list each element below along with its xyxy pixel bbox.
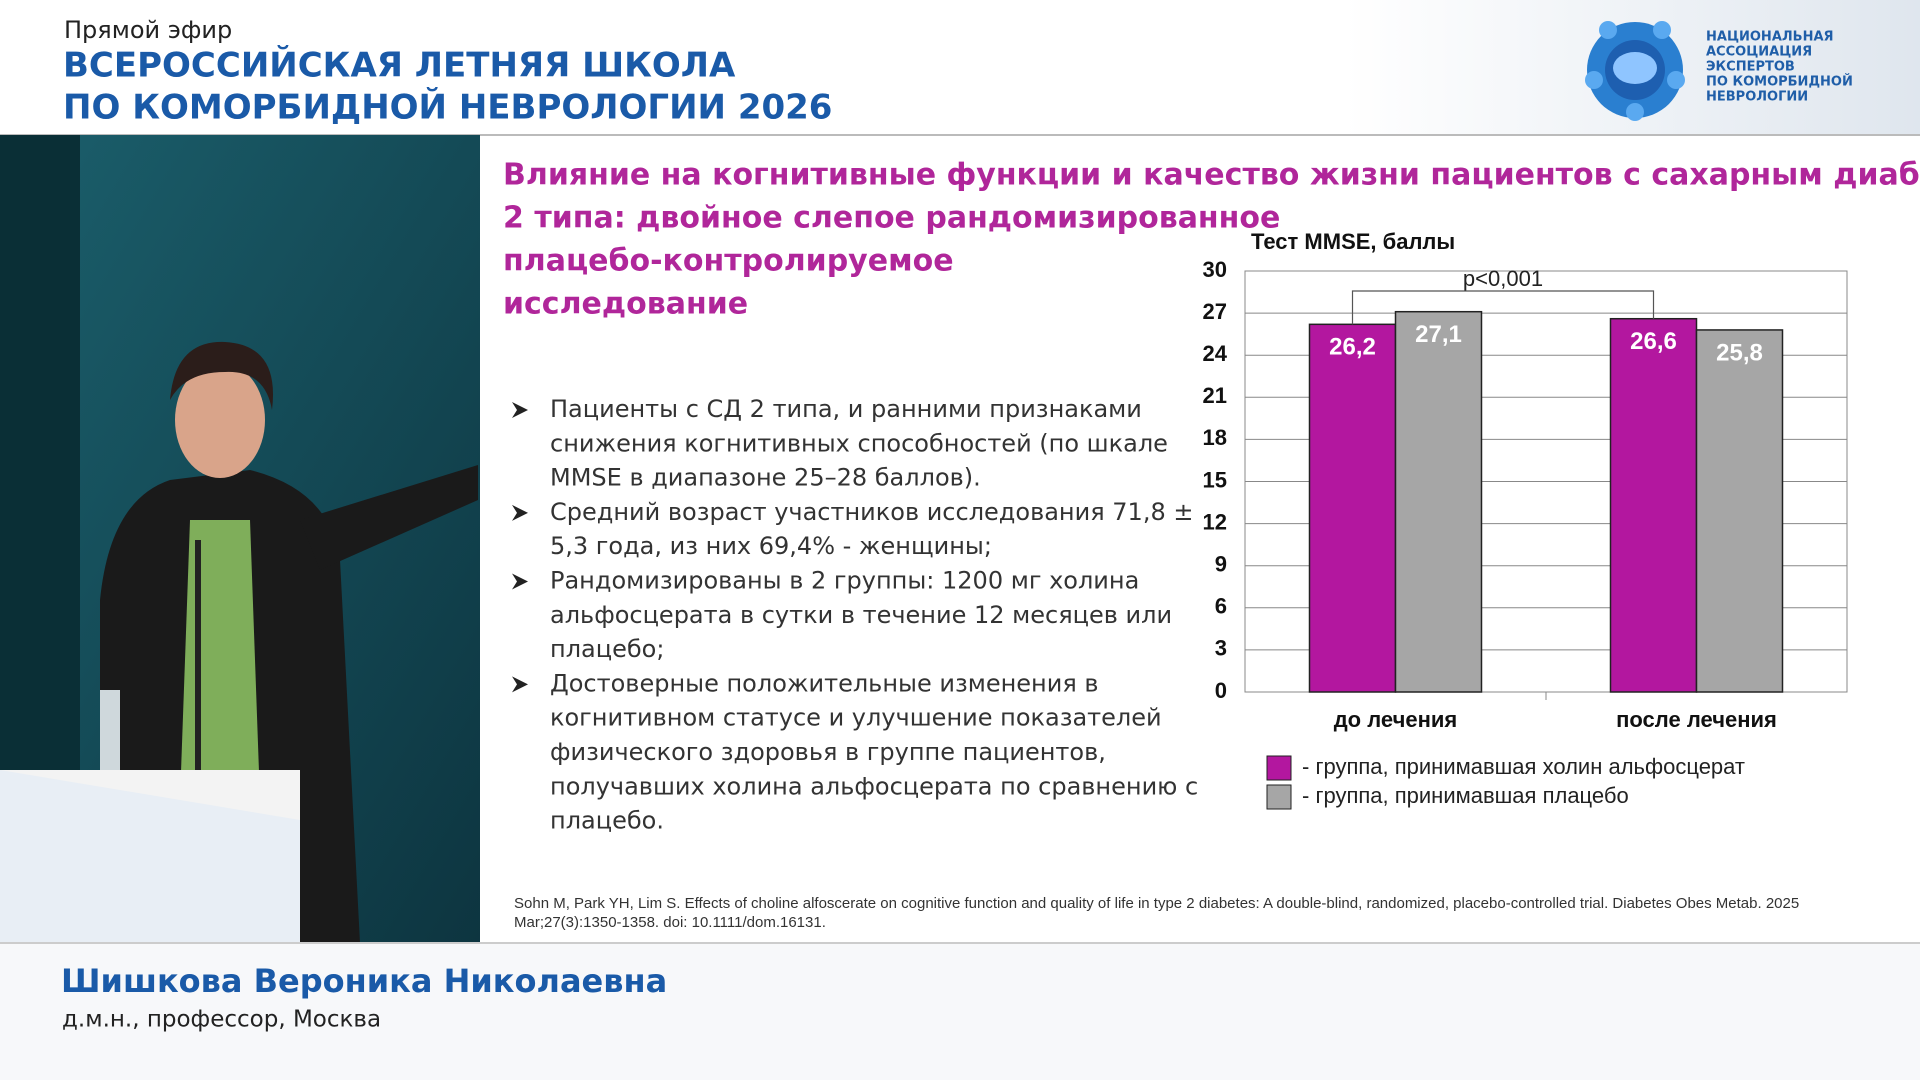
y-tick-label: 21	[1203, 383, 1227, 408]
logo-text: АССОЦИАЦИЯ	[1706, 45, 1812, 60]
logo	[1585, 21, 1685, 121]
value-label: 25,8	[1716, 339, 1763, 366]
reference: Sohn M, Park YH, Lim S. Effects of choli…	[514, 895, 1799, 912]
bullet-text: снижения когнитивных способностей (по шк…	[550, 429, 1168, 457]
bullet-text: альфосцерата в сутки в течение 12 месяце…	[550, 601, 1172, 629]
bullet-text: Рандомизированы в 2 группы: 1200 мг холи…	[550, 567, 1139, 595]
legend-label: - группа, принимавшая плацебо	[1302, 783, 1629, 808]
event-title: ВСЕРОССИЙСКАЯ ЛЕТНЯЯ ШКОЛА	[63, 45, 736, 86]
value-label: 26,6	[1630, 328, 1677, 355]
bullet-text: MMSE в диапазоне 25–28 баллов).	[550, 464, 981, 492]
logo-text: НАЦИОНАЛЬНАЯ	[1706, 30, 1834, 45]
y-tick-label: 18	[1203, 425, 1227, 450]
bullet-text: Пациенты с СД 2 типа, и ранними признака…	[550, 395, 1142, 423]
y-tick-label: 15	[1203, 467, 1227, 492]
y-tick-label: 27	[1203, 299, 1227, 324]
reference: Mar;27(3):1350-1358. doi: 10.1111/dom.16…	[514, 914, 826, 931]
event-title: ПО КОМОРБИДНОЙ НЕВРОЛОГИИ 2026	[63, 87, 832, 128]
x-tick-label: до лечения	[1334, 707, 1458, 732]
y-tick-label: 30	[1203, 257, 1227, 282]
y-tick-label: 6	[1215, 594, 1227, 619]
y-tick-label: 12	[1203, 509, 1227, 534]
chart-title: Тест MMSE, баллы	[1251, 229, 1455, 254]
value-label: 26,2	[1329, 334, 1376, 361]
logo-text: НЕВРОЛОГИИ	[1706, 90, 1808, 105]
bar	[1394, 310, 1483, 693]
y-tick-label: 9	[1215, 552, 1227, 577]
bullet-arrow	[512, 573, 528, 590]
bullet-text: получавших холина альфосцерата по сравне…	[550, 772, 1198, 800]
y-tick-label: 24	[1203, 341, 1228, 366]
slide-title: Влияние на когнитивные функции и качеств…	[503, 158, 1920, 193]
annotation: p<0,001	[1463, 266, 1543, 291]
y-tick-label: 0	[1215, 678, 1227, 703]
bullet-text: физического здоровья в группе пациентов,	[550, 738, 1106, 766]
live-label: Прямой эфир	[64, 16, 232, 44]
logo-text: ЭКСПЕРТОВ	[1706, 60, 1795, 75]
slide-title: плацебо-контролируемое	[503, 244, 954, 279]
bullet-text: Средний возраст участников исследования …	[550, 498, 1193, 526]
bullet-arrow	[512, 402, 528, 418]
speaker-name: Шишкова Вероника Николаевна	[61, 962, 667, 1000]
value-label: 27,1	[1415, 321, 1462, 348]
bar	[1695, 329, 1784, 693]
bullet-arrow	[512, 676, 528, 693]
slide-title: 2 типа: двойное слепое рандомизированное	[503, 201, 1280, 236]
bullet-text: плацебо.	[550, 807, 664, 835]
logo-text: ПО КОМОРБИДНОЙ	[1706, 74, 1853, 90]
significance-bracket	[1351, 290, 1655, 325]
bar	[1609, 317, 1698, 693]
footer-bg	[0, 944, 1920, 1080]
speaker-role: д.м.н., профессор, Москва	[62, 1007, 381, 1033]
bullet-text: плацебо;	[550, 635, 664, 663]
legend-swatch	[1266, 755, 1292, 781]
bar	[1308, 323, 1397, 693]
legend-label: - группа, принимавшая холин альфосцерат	[1302, 754, 1745, 779]
bullet-arrow	[512, 504, 528, 521]
bullet-text: Достоверные положительные изменения в	[550, 669, 1099, 697]
bullet-text: 5,3 года, из них 69,4% - женщины;	[550, 532, 992, 560]
video-feed	[0, 135, 480, 943]
y-tick-label: 3	[1215, 636, 1227, 661]
bullet-text: когнитивном статусе и улучшение показате…	[550, 704, 1162, 732]
x-tick-label: после лечения	[1616, 707, 1777, 732]
slide-title: исследование	[503, 287, 748, 322]
legend-swatch	[1266, 784, 1292, 810]
